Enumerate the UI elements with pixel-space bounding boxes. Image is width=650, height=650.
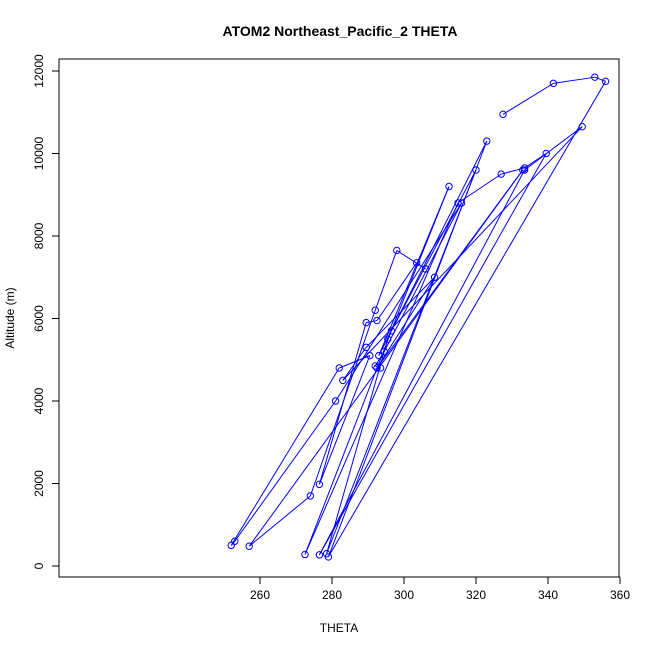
series-segment	[387, 186, 450, 340]
x-tick-label: 340	[538, 588, 558, 602]
data-point	[457, 199, 466, 207]
series-segment	[304, 202, 459, 555]
data-point	[472, 166, 480, 174]
data-point	[499, 110, 507, 119]
x-tick-label: 300	[394, 588, 414, 602]
series-segment	[502, 82, 554, 115]
series-segment	[318, 153, 547, 556]
series-segment	[318, 169, 526, 556]
series-segment	[318, 322, 367, 485]
data-point	[301, 550, 309, 559]
y-tick-label: 4000	[32, 387, 46, 414]
x-tick-label: 280	[322, 588, 342, 602]
series-segment	[335, 202, 463, 402]
series-segment	[390, 169, 477, 332]
data-point	[591, 73, 599, 81]
data-point	[384, 335, 392, 343]
data-point	[373, 316, 381, 325]
y-axis-label: Altitude (m)	[3, 287, 17, 348]
data-point	[335, 364, 343, 372]
series-segment	[366, 320, 378, 324]
series-segment	[248, 169, 524, 547]
data-point	[362, 343, 370, 352]
series-points	[227, 73, 610, 561]
data-point	[331, 397, 340, 405]
data-point	[497, 170, 505, 178]
x-tick-label: 360	[610, 588, 630, 602]
data-point	[601, 77, 610, 86]
series-segment	[318, 355, 371, 485]
data-point	[519, 166, 527, 174]
data-point	[375, 351, 383, 360]
y-tick-label: 10000	[32, 136, 46, 170]
data-point	[520, 164, 529, 172]
series-segment	[383, 202, 463, 352]
data-point	[315, 551, 324, 559]
x-tick-label: 260	[250, 588, 270, 602]
series-segment	[374, 250, 398, 311]
series-lines	[230, 76, 607, 558]
series-segment	[327, 81, 607, 558]
series-segment	[376, 262, 418, 321]
data-point	[306, 492, 315, 500]
data-point	[339, 376, 347, 385]
y-tick-label: 8000	[32, 222, 46, 249]
data-point	[227, 541, 235, 550]
data-point	[245, 542, 253, 550]
data-point	[549, 79, 558, 88]
y-tick-label: 2000	[32, 470, 46, 497]
data-point	[371, 306, 379, 314]
y-axis: 0 2000 4000 6000 8000 10000 12000	[32, 54, 60, 569]
series-segment	[376, 276, 436, 369]
data-point	[387, 327, 396, 335]
series-segment	[553, 76, 595, 84]
y-tick-label: 0	[32, 562, 46, 569]
series-segment	[339, 355, 370, 369]
data-point	[454, 199, 462, 207]
y-tick-label: 6000	[32, 305, 46, 332]
series-segment	[230, 540, 236, 546]
data-point	[376, 364, 385, 372]
x-tick-label: 320	[466, 588, 486, 602]
series-segment	[326, 169, 477, 554]
plot-frame	[58, 58, 620, 578]
data-point	[412, 259, 421, 267]
data-point	[445, 182, 453, 191]
series-segment	[594, 76, 606, 82]
series-segment	[234, 400, 337, 542]
data-point	[380, 347, 388, 356]
data-point	[430, 273, 439, 281]
data-point	[322, 549, 331, 558]
series-segment	[457, 173, 502, 204]
series-segment	[326, 338, 389, 554]
data-point	[542, 149, 550, 158]
data-point	[231, 537, 239, 545]
data-point	[362, 318, 370, 327]
y-tick-label: 12000	[32, 54, 46, 88]
data-point	[421, 265, 430, 273]
x-axis: 260 280 300 320 340 360	[250, 576, 630, 602]
x-axis-label: THETA	[320, 621, 358, 635]
data-point	[373, 364, 381, 372]
data-point	[483, 137, 491, 145]
data-point	[578, 122, 586, 131]
data-point	[366, 351, 374, 360]
series-segment	[501, 167, 525, 175]
series-segment	[248, 495, 311, 547]
series-segment	[524, 126, 583, 171]
data-point	[315, 480, 324, 489]
data-point	[393, 246, 401, 255]
chart-title: ATOM2 Northeast_Pacific_2 THETA	[223, 23, 458, 39]
series-segment	[230, 367, 340, 546]
